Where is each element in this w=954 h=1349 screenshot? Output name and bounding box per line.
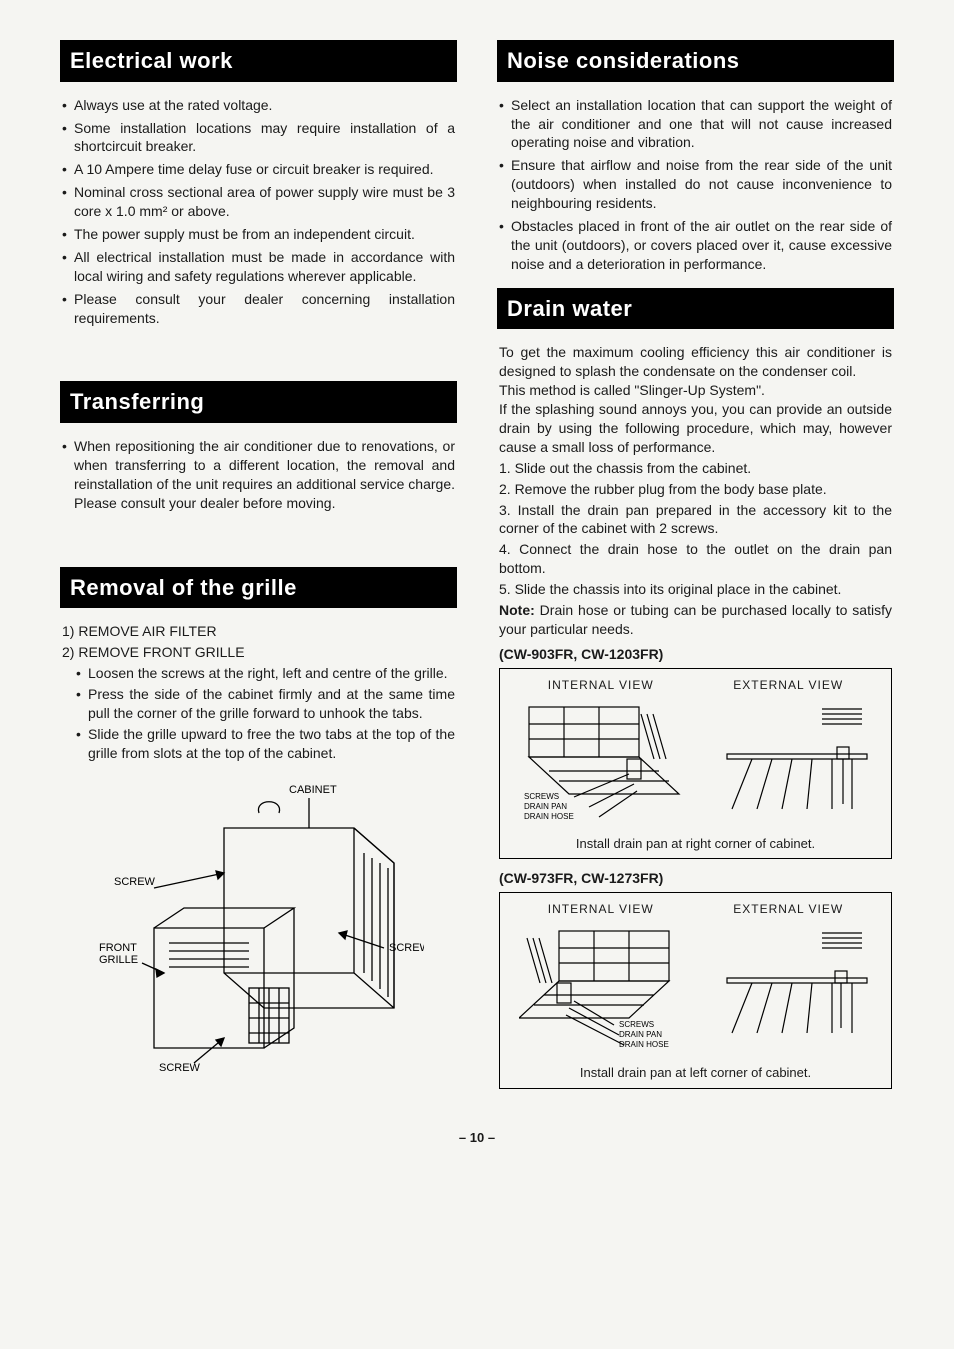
- body-transferring: When repositioning the air conditioner d…: [60, 423, 457, 527]
- drain-step: 3. Install the drain pan prepared in the…: [499, 501, 892, 539]
- body-removal-grille: 1) REMOVE AIR FILTER 2) REMOVE FRONT GRI…: [60, 608, 457, 1087]
- model2-heading: (CW-973FR, CW-1273FR): [499, 869, 892, 888]
- page-columns: Electrical work Always use at the rated …: [60, 40, 894, 1109]
- sub-bullet-item: Slide the grille upward to free the two …: [76, 725, 455, 763]
- diagram-label-screw: SCREW: [159, 1062, 201, 1073]
- step-text: REMOVE FRONT GRILLE: [78, 644, 244, 660]
- bullet-item: A 10 Ampere time delay fuse or circuit b…: [62, 160, 455, 179]
- drain-note: Note: Drain hose or tubing can be purcha…: [499, 601, 892, 639]
- drain-step: 5. Slide the chassis into its original p…: [499, 580, 892, 599]
- drain-para: If the splashing sound annoys you, you c…: [499, 400, 892, 457]
- screws-label: SCREWS: [524, 792, 559, 801]
- body-electrical-work: Always use at the rated voltage. Some in…: [60, 82, 457, 342]
- diagram-label-screw: SCREW: [114, 876, 156, 888]
- model1-diagram-box: INTERNAL VIEW EXTERNAL VIEW: [499, 668, 892, 860]
- diagram-label-cabinet: CABINET: [289, 784, 337, 796]
- model2-diagram-box: INTERNAL VIEW EXTERNAL VIEW: [499, 892, 892, 1089]
- sub-bullet-item: Press the side of the cabinet firmly and…: [76, 685, 455, 723]
- note-text: Drain hose or tubing can be purchased lo…: [499, 602, 892, 637]
- sub-bullet-item: Loosen the screws at the right, left and…: [76, 664, 455, 683]
- header-noise: Noise considerations: [497, 40, 894, 82]
- bullet-item: Some installation locations may require …: [62, 119, 455, 157]
- internal-view-label: INTERNAL VIEW: [548, 677, 654, 693]
- diagram-label-grille: GRILLE: [99, 954, 138, 966]
- drain-hose-label: DRAIN HOSE: [524, 812, 574, 821]
- bullet-item: Nominal cross sectional area of power su…: [62, 183, 455, 221]
- bullet-item: All electrical installation must be made…: [62, 248, 455, 286]
- model1-internal-svg: SCREWS DRAIN PAN DRAIN HOSE: [519, 699, 689, 829]
- drain-pan-label: DRAIN PAN: [619, 1030, 662, 1039]
- bullet-item: Ensure that airflow and noise from the r…: [499, 156, 892, 213]
- external-view-label: EXTERNAL VIEW: [733, 677, 843, 693]
- right-column: Noise considerations Select an installat…: [497, 40, 894, 1109]
- step-item: 2) REMOVE FRONT GRILLE: [62, 643, 455, 662]
- model1-external-svg: [722, 699, 872, 829]
- body-noise: Select an installation location that can…: [497, 82, 894, 288]
- cabinet-diagram: CABINET SCREW SCREW SCREW FRONT GRILLE: [62, 773, 455, 1078]
- external-view-label: EXTERNAL VIEW: [733, 901, 843, 917]
- drain-para: To get the maximum cooling efficiency th…: [499, 343, 892, 381]
- note-label: Note:: [499, 602, 535, 618]
- bullet-item: Obstacles placed in front of the air out…: [499, 217, 892, 274]
- drain-pan-label: DRAIN PAN: [524, 802, 567, 811]
- step-num: 2): [62, 644, 74, 660]
- header-transferring: Transferring: [60, 381, 457, 423]
- header-electrical-work: Electrical work: [60, 40, 457, 82]
- left-column: Electrical work Always use at the rated …: [60, 40, 457, 1109]
- header-drain-water: Drain water: [497, 288, 894, 330]
- internal-view-label: INTERNAL VIEW: [548, 901, 654, 917]
- model2-internal-svg: SCREWS DRAIN PAN DRAIN HOSE: [519, 923, 689, 1058]
- page-number: – 10 –: [60, 1129, 894, 1147]
- diagram-label-screw: SCREW: [389, 942, 424, 954]
- step-text: REMOVE AIR FILTER: [78, 623, 216, 639]
- drain-para: This method is called "Slinger-Up System…: [499, 381, 892, 400]
- step-num: 1): [62, 623, 74, 639]
- bullet-item: When repositioning the air conditioner d…: [62, 437, 455, 513]
- bullet-item: The power supply must be from an indepen…: [62, 225, 455, 244]
- model1-heading: (CW-903FR, CW-1203FR): [499, 645, 892, 664]
- drain-step: 4. Connect the drain hose to the outlet …: [499, 540, 892, 578]
- bullet-item: Select an installation location that can…: [499, 96, 892, 153]
- drain-step: 1. Slide out the chassis from the cabine…: [499, 459, 892, 478]
- body-drain-water: To get the maximum cooling efficiency th…: [497, 329, 894, 1109]
- bullet-item: Please consult your dealer concerning in…: [62, 290, 455, 328]
- model2-external-svg: [722, 923, 872, 1058]
- bullet-item: Always use at the rated voltage.: [62, 96, 455, 115]
- screws-label: SCREWS: [619, 1020, 654, 1029]
- cabinet-svg: CABINET SCREW SCREW SCREW FRONT GRILLE: [94, 773, 424, 1073]
- drain-hose-label: DRAIN HOSE: [619, 1040, 669, 1049]
- drain-step: 2. Remove the rubber plug from the body …: [499, 480, 892, 499]
- header-removal-grille: Removal of the grille: [60, 567, 457, 609]
- model2-caption: Install drain pan at left corner of cabi…: [508, 1064, 883, 1082]
- model1-caption: Install drain pan at right corner of cab…: [508, 835, 883, 853]
- diagram-label-front: FRONT: [99, 942, 137, 954]
- step-item: 1) REMOVE AIR FILTER: [62, 622, 455, 641]
